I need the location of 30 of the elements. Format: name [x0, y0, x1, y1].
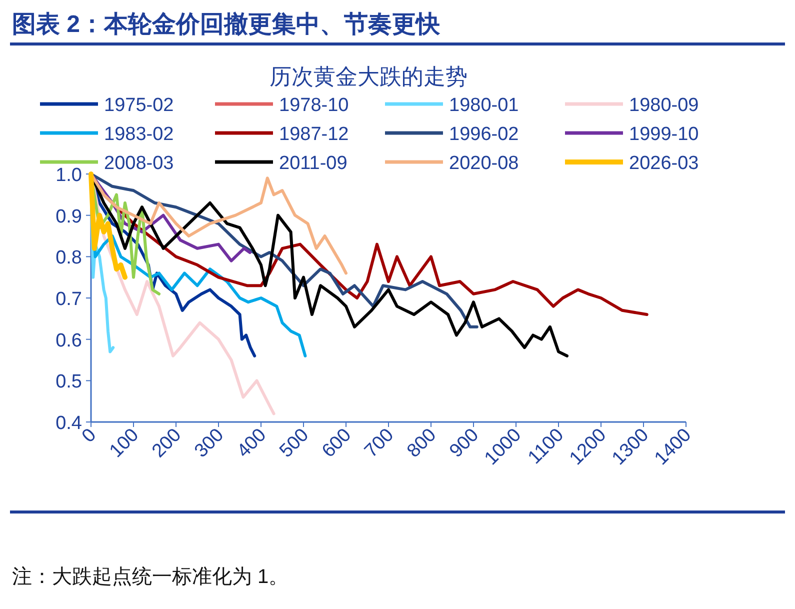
legend-label: 1980-01 [449, 95, 519, 116]
legend-label: 1978-10 [279, 95, 349, 116]
x-tick-label: 200 [148, 424, 186, 462]
y-tick-label: 0.5 [56, 372, 82, 393]
x-tick-label: 100 [106, 424, 144, 462]
legend-label: 1980-09 [629, 95, 699, 116]
legend-label: 2020-08 [449, 153, 519, 174]
legend-label: 1975-02 [104, 95, 174, 116]
x-tick-label: 800 [403, 424, 441, 462]
y-tick-label: 0.6 [56, 330, 82, 352]
legend-label: 1983-02 [104, 124, 174, 145]
y-tick-label: 0.9 [56, 206, 82, 228]
chart-title: 图表 2：本轮金价回撤更集中、节奏更快 [12, 11, 442, 38]
x-tick-label: 900 [446, 424, 484, 462]
legend-label: 1987-12 [279, 124, 349, 145]
chart-subtitle: 历次黄金大跌的走势 [270, 64, 468, 89]
x-tick-label: 300 [190, 424, 228, 462]
y-tick-label: 0.4 [56, 413, 82, 434]
x-tick-label: 700 [360, 424, 398, 462]
y-tick-label: 0.8 [56, 248, 82, 269]
legend-label: 2011-09 [279, 153, 348, 174]
x-tick-label: 600 [318, 424, 356, 462]
legend-label: 2008-03 [104, 153, 174, 174]
legend-label: 1996-02 [449, 124, 519, 145]
x-tick-label: 400 [233, 424, 271, 462]
text: 注：大跌起点统一标准化为 1。 [12, 566, 289, 588]
y-tick-label: 0.7 [56, 289, 82, 310]
x-tick-label: 500 [276, 424, 314, 462]
legend-label: 2026-03 [629, 153, 699, 174]
legend-label: 1999-10 [629, 124, 699, 145]
